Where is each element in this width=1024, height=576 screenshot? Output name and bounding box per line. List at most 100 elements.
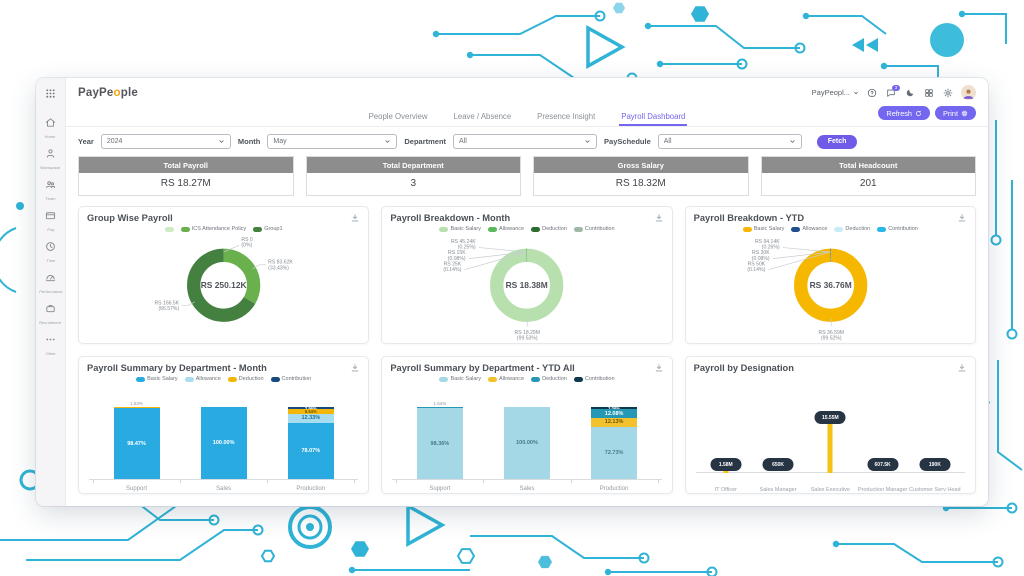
download-button[interactable] (654, 363, 664, 373)
workspace-icon (45, 146, 56, 164)
help-icon (867, 88, 877, 97)
legend-swatch (791, 226, 801, 232)
month-select[interactable]: May (267, 134, 398, 149)
legend-label: Contribution (584, 226, 615, 232)
apps-icon[interactable] (924, 88, 934, 98)
legend-item-basic-salary: Basic Salary (136, 376, 178, 382)
tab-presence-insight[interactable]: Presence Insight (535, 112, 597, 126)
download-button[interactable] (957, 213, 967, 223)
legend-swatch (184, 376, 194, 382)
legend-label: Contribution (584, 376, 615, 382)
chart-title: Payroll Summary by Department - Month (87, 363, 267, 373)
settings-icon[interactable] (943, 88, 953, 98)
donut-slice-deduction (490, 248, 564, 322)
legend-item-contribution: Contribution (573, 226, 615, 232)
sidebar-item-recruitment[interactable]: Recruitment (36, 298, 65, 329)
fetch-button[interactable]: Fetch (816, 134, 858, 149)
bar-segment-basic-salary: 78.07% (287, 422, 334, 479)
slice-callout-label: RS 25K (0.14%) (444, 261, 462, 273)
donut-slice-group1 (187, 248, 261, 322)
chart-body: ICS Attendance Policy Group1 RS 250.12K RS … (79, 224, 368, 343)
top-bar: PayPeople PayPeopl... 3 (66, 78, 988, 105)
download-icon (351, 364, 359, 372)
sidebar-item-performance[interactable]: Performance (36, 267, 65, 298)
legend-swatch (488, 376, 498, 382)
summary-card-total-headcount: Total Headcount 201 (760, 156, 976, 196)
slice-callout-label: RS 83.62K (33.43%) (268, 260, 293, 272)
bar-production: 78.07% 12.33% 6.64% 2.96% (287, 406, 334, 479)
performance-icon (45, 274, 56, 282)
sidebar-menu-button[interactable] (36, 83, 65, 108)
time-icon (46, 242, 55, 251)
refresh-button[interactable]: Refresh (878, 106, 930, 120)
workspace-icon (46, 149, 55, 158)
theme-icon[interactable] (905, 88, 915, 98)
download-button[interactable] (350, 213, 360, 223)
chart-title: Payroll Breakdown - Month (390, 213, 511, 223)
messages-icon[interactable]: 3 (886, 84, 900, 98)
donut-center-label: RS 250.12K (201, 280, 247, 290)
chart-card-payroll-summary-by-department-month: Payroll Summary by Department - Month Bas… (78, 356, 370, 494)
window-actions: Refresh Print (878, 106, 976, 120)
axis-tick (657, 480, 659, 483)
category-label-production: Production (296, 486, 326, 492)
legend-label: Deduction (542, 376, 567, 382)
segment-value-label: 3.06% (608, 405, 621, 411)
slice-callout-label: RS 0 (0%) (241, 237, 252, 249)
slice-callout-label: RS 36.59M (99.52%) (818, 330, 843, 342)
sidebar-item-time[interactable]: Time (36, 236, 65, 267)
chart-legend: Basic Salary Allowance Deduction Contributi… (686, 226, 975, 232)
legend-item-blank (164, 226, 174, 232)
legend-label: Allowance (499, 376, 525, 382)
print-button[interactable]: Print (934, 106, 976, 120)
download-icon (958, 214, 966, 222)
bar-support: 98.47% (113, 407, 160, 479)
value-badge-production-manager: 607.5K (867, 458, 899, 471)
lollipop-stem-sales-executive (827, 417, 833, 473)
sidebar-item-team[interactable]: Team (36, 174, 65, 205)
tab-people-overview[interactable]: People Overview (367, 112, 430, 126)
category-label-support: Support (126, 486, 148, 492)
legend-label: Allowance (802, 226, 828, 232)
segment-value-label: 78.07% (301, 447, 321, 454)
legend-swatch (180, 226, 190, 232)
payschedule-select[interactable]: All (657, 134, 802, 149)
user-avatar[interactable] (961, 85, 976, 100)
chart-card-header: Payroll Breakdown - Month (382, 207, 671, 224)
tab-leave-absence[interactable]: Leave / Absence (452, 112, 514, 126)
sidebar-item-home[interactable]: Home (36, 112, 65, 143)
slice-callout-label: RS 18.29M (99.53%) (515, 330, 540, 342)
segment-value-label: 72.73% (604, 449, 624, 456)
sidebar-item-pay[interactable]: Pay (36, 205, 65, 236)
download-button[interactable] (350, 363, 360, 373)
sidebar-item-label: Performance (38, 289, 63, 294)
download-button[interactable] (957, 363, 967, 373)
legend-item-deduction: Deduction (227, 376, 264, 382)
year-select[interactable]: 2024 (100, 134, 231, 149)
chart-title: Payroll Breakdown - YTD (693, 213, 805, 223)
sidebar-item-label: Time (46, 258, 55, 263)
account-selector[interactable]: PayPeopl... (812, 88, 859, 97)
legend-swatch (488, 226, 498, 232)
app-window: Home Workspace Team Pay Time Performance Recru… (36, 78, 988, 506)
chevron-down-icon (384, 138, 391, 145)
download-button[interactable] (654, 213, 664, 223)
refresh-label: Refresh (886, 108, 912, 118)
department-select[interactable]: All (453, 134, 598, 149)
callout-leader-line (772, 251, 830, 259)
chart-legend: Basic Salary Allowance Deduction Contributi… (79, 376, 368, 382)
help-icon[interactable] (867, 88, 877, 98)
legend-swatch (531, 226, 541, 232)
chart-card-header: Payroll Summary by Department - Month (79, 357, 368, 374)
sidebar-item-workspace[interactable]: Workspace (36, 143, 65, 174)
logo-segment: PayPe (78, 86, 114, 99)
donut-center-label: RS 36.76M (809, 280, 851, 290)
sidebar-item-other[interactable]: Other (36, 329, 65, 360)
tab-payroll-dashboard[interactable]: Payroll Dashboard (619, 112, 688, 126)
bar-segment-deduction (416, 407, 463, 409)
segment-value-label: 12.08% (604, 410, 624, 417)
segment-value-label: 98.47% (127, 440, 146, 447)
legend-label: Deduction (542, 226, 567, 232)
bar-plot: 98.47% 1.53% Support 100.00% Sales 78.07% 12.3… (89, 385, 359, 493)
download-icon (655, 364, 662, 372)
